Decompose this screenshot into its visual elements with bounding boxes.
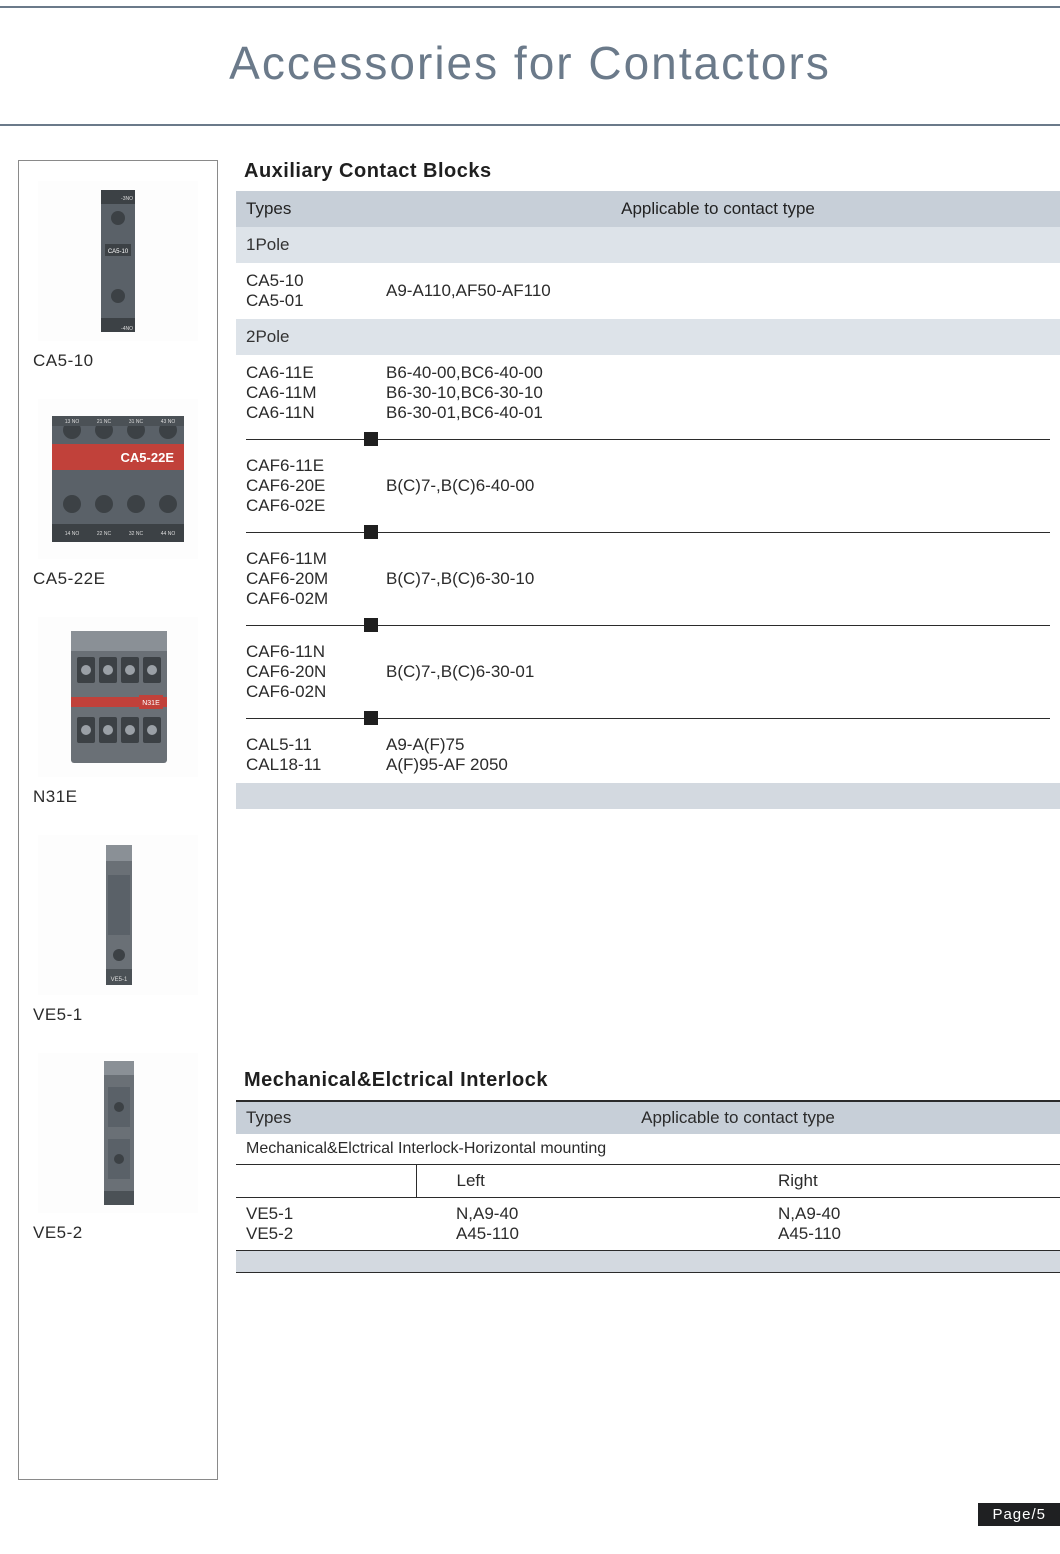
aux-group-label: 1Pole xyxy=(236,227,1060,263)
main-layout: CA5-10 -3NO -4NO CA5-10 CA5-22E xyxy=(0,160,1060,1480)
product-image-ca5-10: CA5-10 -3NO -4NO xyxy=(38,181,198,341)
product-label: VE5-2 xyxy=(27,1223,209,1243)
title-underline xyxy=(0,124,1060,126)
aux-header-applicable: Applicable to contact type xyxy=(376,191,1060,227)
interlock-section-title: Mechanical&Elctrical Interlock xyxy=(244,1069,1060,1092)
interlock-left: N,A9-40 A45-110 xyxy=(416,1198,738,1251)
table-row: CA5-10 CA5-01 A9-A110,AF50-AF110 xyxy=(236,263,1060,319)
aux-types: CA6-11E CA6-11M CA6-11N xyxy=(236,355,376,431)
svg-text:-4NO: -4NO xyxy=(121,326,133,332)
spacer xyxy=(236,809,1060,1069)
svg-text:CA5-22E: CA5-22E xyxy=(121,450,175,465)
product-item: N31E N31E xyxy=(27,617,209,807)
row-separator xyxy=(236,617,1060,634)
product-image-ca5-22e: CA5-22E 13 NO 21 NC 31 NC 43 NO 14 NO 22 NC 3… xyxy=(38,399,198,559)
row-separator xyxy=(236,710,1060,727)
product-item: VE5-2 xyxy=(27,1053,209,1243)
aux-types: CAF6-11E CAF6-20E CAF6-02E xyxy=(236,448,376,524)
interlock-left-label: Left xyxy=(416,1165,738,1198)
product-label: VE5-1 xyxy=(27,1005,209,1025)
table-row: CAF6-11E CAF6-20E CAF6-02E B(C)7-,B(C)6-… xyxy=(236,448,1060,524)
aux-applicable: B6-40-00,BC6-40-00 B6-30-10,BC6-30-10 B6… xyxy=(376,355,1060,431)
svg-text:N31E: N31E xyxy=(142,700,160,707)
product-label: CA5-22E xyxy=(27,569,209,589)
aux-types: CAF6-11M CAF6-20M CAF6-02M xyxy=(236,541,376,617)
interlock-lr-row: Left Right xyxy=(236,1165,1060,1198)
product-item: CA5-10 -3NO -4NO CA5-10 xyxy=(27,181,209,371)
interlock-types: VE5-1 VE5-2 xyxy=(236,1198,416,1251)
row-separator xyxy=(236,431,1060,448)
interlock-header-applicable: Applicable to contact type xyxy=(416,1102,1060,1134)
product-item: CA5-22E 13 NO 21 NC 31 NC 43 NO 14 NO 22 NC 3… xyxy=(27,399,209,589)
aux-applicable: A9-A(F)75 A(F)95-AF 2050 xyxy=(376,727,1060,783)
aux-applicable: B(C)7-,B(C)6-40-00 xyxy=(376,448,1060,524)
svg-text:31 NC: 31 NC xyxy=(129,419,144,425)
svg-text:21 NC: 21 NC xyxy=(97,419,112,425)
aux-applicable: A9-A110,AF50-AF110 xyxy=(376,263,1060,319)
aux-blank-row xyxy=(236,783,1060,809)
aux-header-row: Types Applicable to contact type xyxy=(236,191,1060,227)
page-number: Page/5 xyxy=(978,1503,1060,1526)
interlock-subtitle-row: Mechanical&Elctrical Interlock-Horizonta… xyxy=(236,1134,1060,1165)
product-sidebar: CA5-10 -3NO -4NO CA5-10 CA5-22E xyxy=(18,160,218,1480)
aux-applicable: B(C)7-,B(C)6-30-10 xyxy=(376,541,1060,617)
table-row: CAL5-11 CAL18-11 A9-A(F)75 A(F)95-AF 205… xyxy=(236,727,1060,783)
page-footer: Page/5 xyxy=(0,1500,1060,1526)
aux-group-label: 2Pole xyxy=(236,319,1060,355)
interlock-blank-row xyxy=(236,1251,1060,1273)
aux-group-1pole: 1Pole xyxy=(236,227,1060,263)
interlock-header-row: Types Applicable to contact type xyxy=(236,1102,1060,1134)
interlock-header-types: Types xyxy=(236,1102,416,1134)
product-item: VE5-1 VE5-1 xyxy=(27,835,209,1025)
aux-applicable: B(C)7-,B(C)6-30-01 xyxy=(376,634,1060,710)
svg-text:VE5-1: VE5-1 xyxy=(111,977,128,983)
svg-text:22 NC: 22 NC xyxy=(97,531,112,537)
table-row: VE5-1 VE5-2 N,A9-40 A45-110 N,A9-40 A45-… xyxy=(236,1198,1060,1251)
svg-text:-3NO: -3NO xyxy=(121,196,133,202)
interlock-right-label: Right xyxy=(738,1165,1060,1198)
svg-text:43 NO: 43 NO xyxy=(161,419,176,425)
content-area: Auxiliary Contact Blocks Types Applicabl… xyxy=(218,160,1060,1480)
svg-text:CA5-10: CA5-10 xyxy=(108,249,129,255)
product-label: CA5-10 xyxy=(27,351,209,371)
aux-table: Types Applicable to contact type 1Pole C… xyxy=(236,191,1060,809)
row-separator xyxy=(236,524,1060,541)
interlock-table: Types Applicable to contact type Mechani… xyxy=(236,1102,1060,1273)
svg-text:32 NC: 32 NC xyxy=(129,531,144,537)
product-image-ve5-2 xyxy=(38,1053,198,1213)
aux-group-2pole: 2Pole xyxy=(236,319,1060,355)
aux-section-title: Auxiliary Contact Blocks xyxy=(244,160,1060,183)
svg-text:44 NO: 44 NO xyxy=(161,531,176,537)
product-image-ve5-1: VE5-1 xyxy=(38,835,198,995)
svg-text:13 NO: 13 NO xyxy=(65,419,80,425)
aux-types: CAF6-11N CAF6-20N CAF6-02N xyxy=(236,634,376,710)
aux-types: CAL5-11 CAL18-11 xyxy=(236,727,376,783)
interlock-lr-empty xyxy=(236,1165,416,1198)
product-image-n31e: N31E xyxy=(38,617,198,777)
svg-text:14 NO: 14 NO xyxy=(65,531,80,537)
table-row: CAF6-11N CAF6-20N CAF6-02N B(C)7-,B(C)6-… xyxy=(236,634,1060,710)
table-row: CAF6-11M CAF6-20M CAF6-02M B(C)7-,B(C)6-… xyxy=(236,541,1060,617)
interlock-right: N,A9-40 A45-110 xyxy=(738,1198,1060,1251)
aux-types: CA5-10 CA5-01 xyxy=(236,263,376,319)
interlock-subtitle: Mechanical&Elctrical Interlock-Horizonta… xyxy=(236,1134,1060,1165)
page-title: Accessories for Contactors xyxy=(0,8,1060,124)
aux-header-types: Types xyxy=(236,191,376,227)
table-row: CA6-11E CA6-11M CA6-11N B6-40-00,BC6-40-… xyxy=(236,355,1060,431)
product-label: N31E xyxy=(27,787,209,807)
